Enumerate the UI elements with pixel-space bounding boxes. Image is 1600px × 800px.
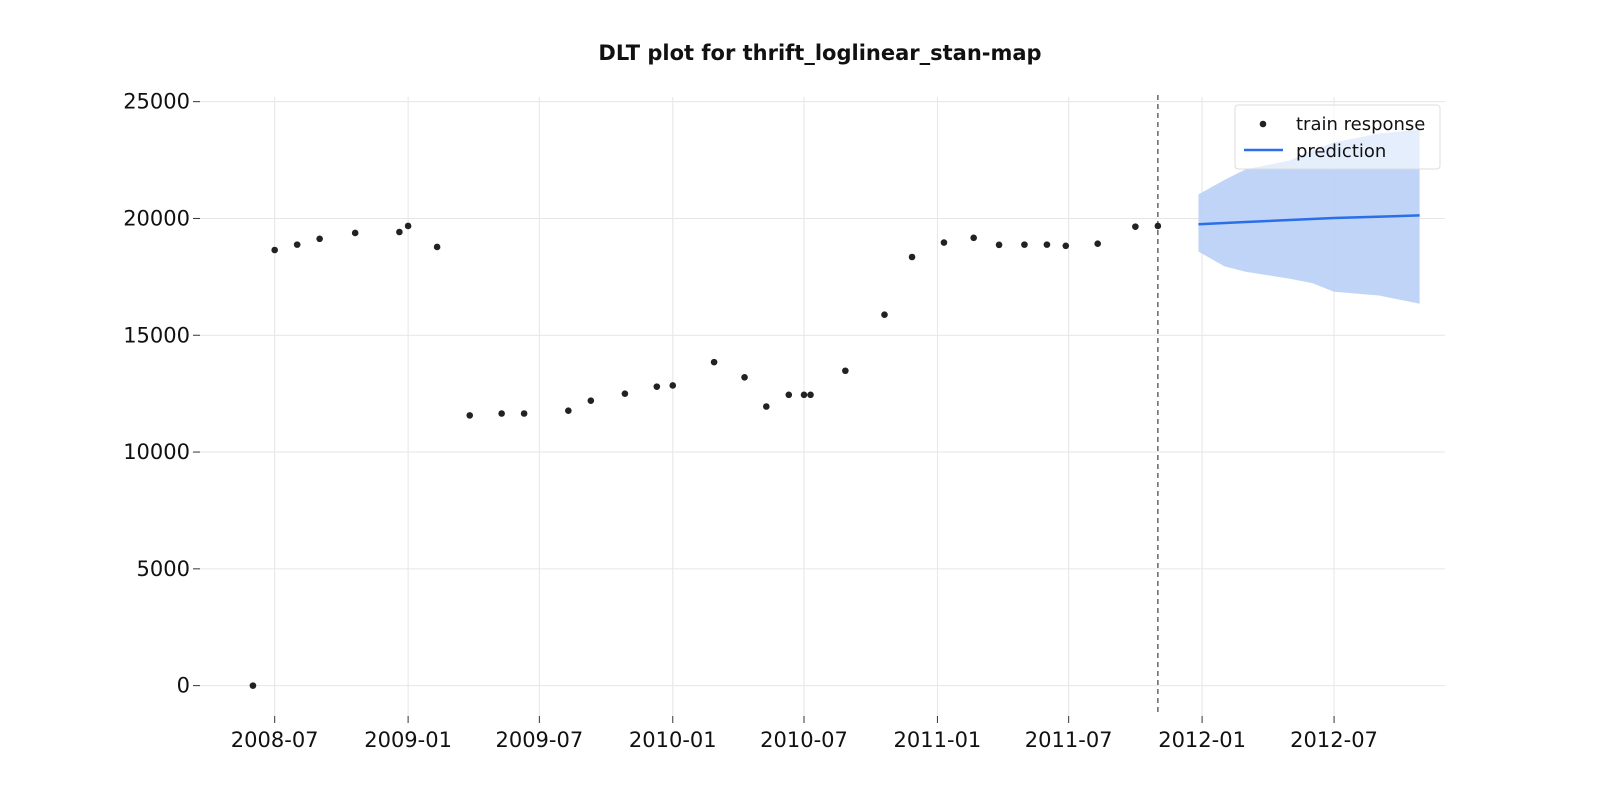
y-tick-label: 0 [177,674,190,698]
train-response-point [1094,240,1101,247]
y-tick-label: 20000 [123,206,190,230]
chart-title: DLT plot for thrift_loglinear_stan-map [598,41,1041,65]
train-response-point [800,391,808,399]
x-tick-label: 2009-01 [364,728,452,752]
train-response-point [908,253,916,261]
y-tick-label: 25000 [123,90,190,114]
train-response-point [587,397,595,404]
train-response-point [351,229,359,237]
axes: 0 5000 10000 15000 20000 25000 2008-07 2009-01 2… [123,90,1378,752]
x-tick-label: 2012-07 [1290,728,1378,752]
train-response-point [1132,223,1139,230]
train-response-point [669,382,677,389]
train-response-point [316,235,323,243]
y-tick-label: 10000 [123,440,190,464]
grid-lines [200,97,1445,716]
train-response-point [1154,222,1162,230]
train-response-point [520,410,528,417]
x-tick-label: 2008-07 [231,728,319,752]
train-response-point [710,358,718,366]
x-tick-label: 2011-01 [894,728,982,752]
prediction-interval [1198,129,1420,304]
x-tick-label: 2010-01 [629,728,717,752]
train-response-point [621,390,629,397]
legend-label-prediction: prediction [1296,141,1386,162]
legend-marker-train [1259,120,1267,128]
train-response-point [653,383,661,390]
prediction-line [1198,214,1420,226]
train-response-point [565,407,572,415]
train-response-point [466,412,474,419]
train-response-point [1062,242,1070,250]
y-tick-label: 15000 [123,323,190,347]
x-tick-label: 2011-07 [1025,728,1113,752]
train-response-point [1043,241,1051,248]
train-response-point [741,374,748,381]
train-response-point [271,246,278,254]
legend: train response prediction [1234,104,1441,170]
train-response-point [881,311,888,319]
train-response-point [404,222,412,230]
train-response-point [1021,241,1028,248]
train-response-point [433,243,441,251]
train-response-point [842,367,849,375]
train-response-point [498,410,505,417]
train-response-point [763,403,770,410]
train-response-point [940,239,948,246]
x-tick-label: 2010-07 [760,728,848,752]
y-tick-label: 5000 [137,557,190,581]
x-tick-label: 2012-01 [1158,728,1246,752]
train-response-point [807,391,814,399]
legend-label-train: train response [1296,114,1425,135]
train-response-series [249,222,1162,689]
train-response-point [785,391,793,399]
prediction-line-series [1198,214,1420,226]
prediction-interval-band [1198,129,1420,304]
train-response-point [249,682,257,689]
train-response-point [970,234,977,242]
train-response-point [293,241,301,248]
x-tick-label: 2009-07 [495,728,583,752]
train-response-point [995,241,1003,249]
legend-box [1234,104,1441,170]
train-response-point [396,228,403,236]
